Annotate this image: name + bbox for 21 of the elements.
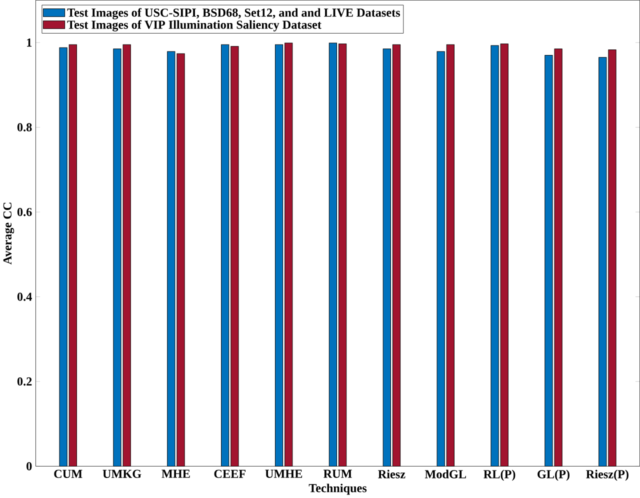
x-tick-label: RL(P): [484, 470, 516, 481]
x-tick-label: GL(P): [538, 470, 570, 481]
x-tick-label: Riesz: [378, 470, 406, 478]
y-tick-label: 0: [26, 462, 32, 470]
legend-label: Test Images of VIP Illumination Saliency Dataset: [67, 20, 322, 32]
x-tick-label: ModGL: [424, 470, 466, 478]
x-tick-label: CEEF: [214, 470, 246, 478]
y-tick-label: 0.6: [17, 208, 32, 216]
y-tick-label: 0.8: [17, 123, 32, 132]
x-tick-label: Riesz(P): [586, 470, 628, 481]
y-tick-label: 0.4: [17, 292, 32, 301]
x-tick-label: CUM: [54, 470, 82, 478]
y-tick-label: 1: [27, 38, 32, 47]
y-axis-title: Average CC: [3, 202, 14, 264]
y-tick-label: 0.2: [17, 377, 32, 386]
x-tick-label: MHE: [162, 470, 190, 478]
x-tick-label: UMHE: [265, 470, 302, 478]
x-tick-label: RUM: [323, 470, 352, 478]
legend-label: Test Images of USC-SIPI, BSD68, Set12, and and LIVE Datasets: [67, 8, 400, 20]
x-axis-title: Techniques: [308, 484, 367, 495]
x-tick-label: UMKG: [102, 470, 142, 478]
